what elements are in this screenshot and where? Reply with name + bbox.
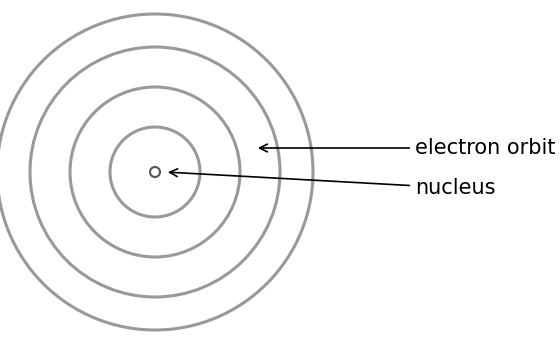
Text: nucleus: nucleus xyxy=(170,169,496,198)
Circle shape xyxy=(150,167,160,177)
Text: electron orbit: electron orbit xyxy=(260,138,556,158)
